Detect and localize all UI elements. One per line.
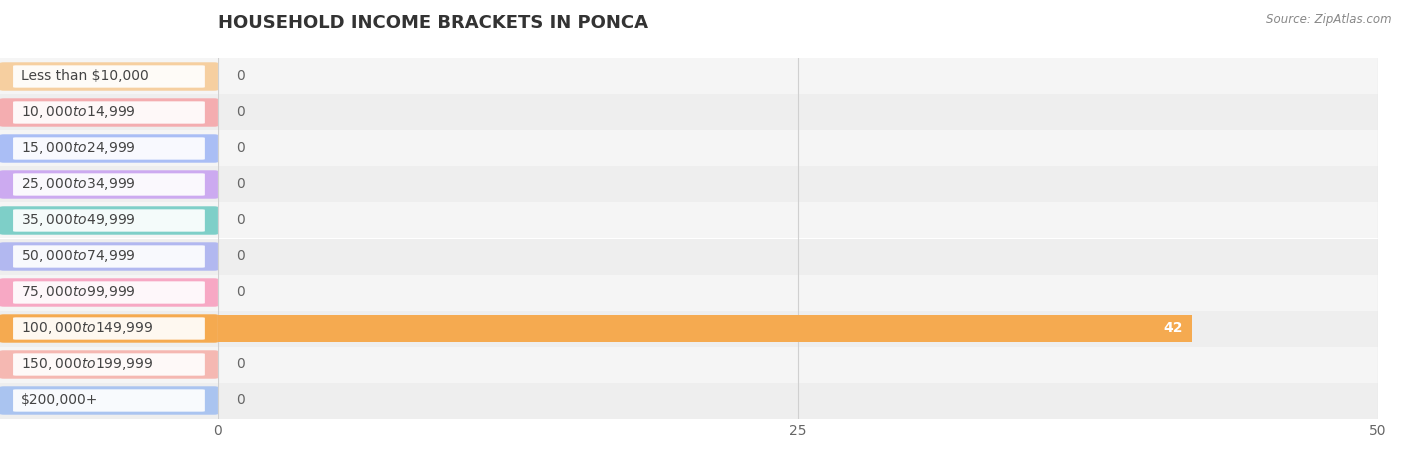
FancyBboxPatch shape [13,209,205,232]
Text: 0: 0 [236,393,245,408]
Bar [0,382,218,418]
Bar [0,310,218,346]
Bar [218,310,1378,346]
Text: $50,000 to $74,999: $50,000 to $74,999 [21,248,135,265]
FancyBboxPatch shape [0,350,218,379]
Text: Source: ZipAtlas.com: Source: ZipAtlas.com [1267,14,1392,27]
Bar [218,202,1378,238]
FancyBboxPatch shape [13,245,205,268]
FancyBboxPatch shape [0,386,218,415]
Text: 0: 0 [236,105,245,120]
FancyBboxPatch shape [0,134,218,163]
FancyBboxPatch shape [0,62,218,91]
Text: $35,000 to $49,999: $35,000 to $49,999 [21,212,135,229]
Bar [218,166,1378,202]
Text: 0: 0 [236,357,245,372]
Bar [0,238,218,274]
Text: 0: 0 [236,141,245,156]
Text: $150,000 to $199,999: $150,000 to $199,999 [21,356,153,373]
FancyBboxPatch shape [0,314,218,343]
Text: $10,000 to $14,999: $10,000 to $14,999 [21,104,135,121]
FancyBboxPatch shape [13,173,205,196]
Text: 0: 0 [236,177,245,192]
FancyBboxPatch shape [0,242,218,271]
FancyBboxPatch shape [13,353,205,376]
FancyBboxPatch shape [0,278,218,307]
Bar [0,58,218,94]
Bar [218,130,1378,166]
Bar [218,238,1378,274]
Bar [0,166,218,202]
FancyBboxPatch shape [13,317,205,340]
Text: 42: 42 [1164,321,1182,336]
FancyBboxPatch shape [13,65,205,88]
Bar [218,346,1378,382]
FancyBboxPatch shape [13,281,205,304]
Bar [0,346,218,382]
Text: $200,000+: $200,000+ [21,393,98,408]
Text: Less than $10,000: Less than $10,000 [21,69,149,84]
FancyBboxPatch shape [0,170,218,199]
FancyBboxPatch shape [13,101,205,124]
Bar [0,94,218,130]
FancyBboxPatch shape [0,206,218,235]
Text: 0: 0 [236,285,245,300]
Text: 0: 0 [236,69,245,84]
Bar [218,58,1378,94]
Text: 0: 0 [236,249,245,264]
Text: $100,000 to $149,999: $100,000 to $149,999 [21,320,153,337]
Bar [218,274,1378,310]
Bar [218,315,1192,342]
Text: 0: 0 [236,213,245,228]
Text: $25,000 to $34,999: $25,000 to $34,999 [21,176,135,193]
Bar [218,382,1378,418]
Text: $15,000 to $24,999: $15,000 to $24,999 [21,140,135,157]
Bar [0,130,218,166]
Bar [0,202,218,238]
FancyBboxPatch shape [0,98,218,127]
FancyBboxPatch shape [13,137,205,160]
Text: HOUSEHOLD INCOME BRACKETS IN PONCA: HOUSEHOLD INCOME BRACKETS IN PONCA [218,14,648,32]
Bar [218,94,1378,130]
FancyBboxPatch shape [13,389,205,412]
Bar [0,274,218,310]
Text: $75,000 to $99,999: $75,000 to $99,999 [21,284,135,301]
